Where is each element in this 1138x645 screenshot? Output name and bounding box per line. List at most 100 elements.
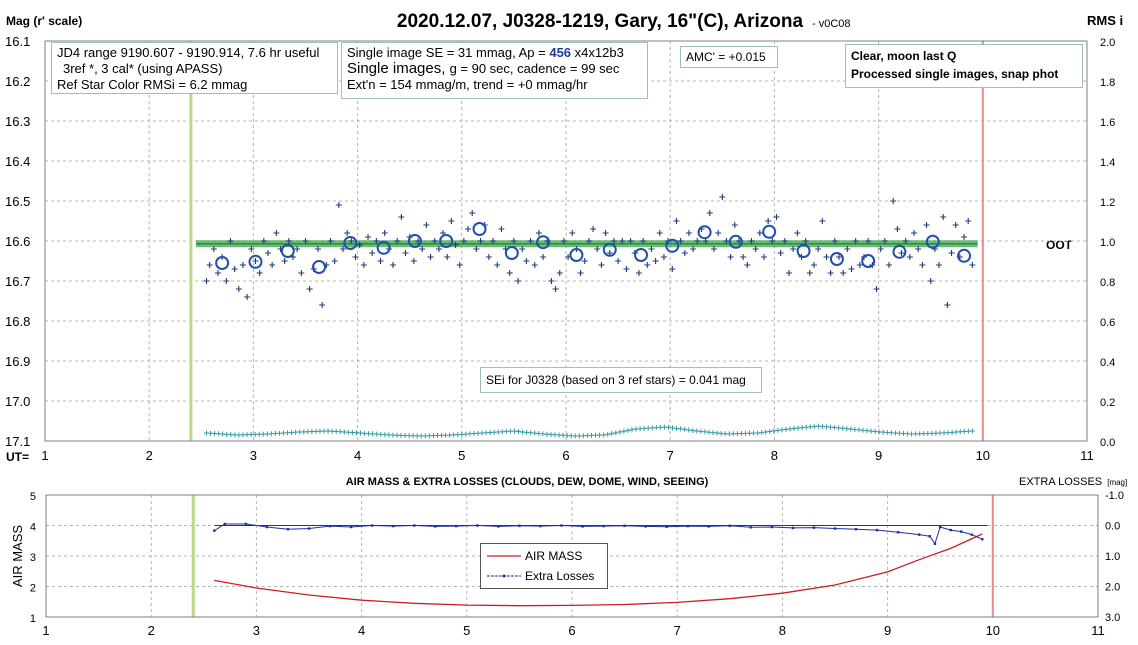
single-image-point bbox=[319, 302, 326, 308]
single-image-point bbox=[848, 266, 855, 272]
bottom-x-tick-label: 9 bbox=[884, 623, 891, 638]
extra-losses-point bbox=[854, 527, 858, 531]
single-image-point bbox=[239, 262, 246, 268]
rms-point bbox=[678, 426, 684, 432]
rms-point bbox=[674, 425, 680, 431]
single-image-point bbox=[294, 246, 301, 252]
single-image-point bbox=[548, 278, 555, 284]
rms-point bbox=[621, 428, 627, 434]
single-image-point bbox=[844, 246, 851, 252]
extra-losses-point bbox=[875, 528, 879, 532]
bottom-y-right-tick-label: 1.0 bbox=[1105, 551, 1120, 563]
single-image-point bbox=[660, 254, 667, 260]
single-image-point bbox=[264, 250, 271, 256]
x-tick-label: 11 bbox=[1080, 448, 1094, 463]
single-image-point bbox=[235, 286, 242, 292]
single-image-point bbox=[456, 262, 463, 268]
left-axis-label: Mag (r' scale) bbox=[6, 14, 82, 28]
single-image-point bbox=[765, 218, 772, 224]
single-image-point bbox=[419, 246, 426, 252]
single-image-point bbox=[210, 246, 217, 252]
extra-losses-point bbox=[223, 522, 227, 526]
single-image-point bbox=[927, 278, 934, 284]
single-image-point bbox=[465, 226, 472, 232]
sei-value: SEi for J0328 (based on 3 ref stars) = 0… bbox=[486, 373, 746, 387]
binned-mean-circles bbox=[215, 222, 972, 274]
binned-mean-circle bbox=[796, 244, 811, 258]
y-right-tick-label: 0.4 bbox=[1100, 357, 1115, 369]
extra-losses-point bbox=[307, 527, 311, 530]
rms-point bbox=[759, 430, 765, 436]
extra-losses-point bbox=[602, 524, 605, 528]
binned-mean-circle bbox=[829, 252, 844, 266]
single-image-point bbox=[402, 250, 409, 256]
binned-mean-circle bbox=[472, 222, 487, 236]
single-image-point bbox=[906, 254, 913, 260]
single-image-point bbox=[648, 246, 655, 252]
binned-mean-circle bbox=[925, 234, 940, 249]
amc-box: AMC' = +0.015 bbox=[680, 46, 778, 68]
binned-mean-circle bbox=[248, 254, 263, 269]
y-right-tick-label: 1.2 bbox=[1100, 197, 1115, 209]
single-image-point bbox=[731, 222, 738, 228]
binned-mean-circle bbox=[665, 238, 680, 253]
extra-losses-point bbox=[539, 524, 542, 528]
single-image-point bbox=[852, 238, 859, 244]
single-image-point bbox=[669, 266, 676, 272]
binned-mean-circle bbox=[697, 225, 712, 240]
single-image-point bbox=[560, 238, 567, 244]
range-line: JD4 range 9190.607 - 9190.914, 7.6 hr us… bbox=[57, 45, 320, 60]
y-left-tick-label: 16.3 bbox=[5, 114, 30, 129]
single-image-point bbox=[444, 254, 451, 260]
single-image-point bbox=[969, 262, 976, 268]
y-left-tick-label: 17.0 bbox=[5, 394, 30, 409]
extra-losses-point bbox=[244, 522, 248, 526]
y-right-tick-label: 1.4 bbox=[1100, 157, 1115, 169]
single-image-point bbox=[656, 230, 663, 236]
bottom-y-right-tick-label: -1.0 bbox=[1105, 490, 1124, 502]
single-image-point bbox=[231, 266, 238, 272]
single-image-point bbox=[886, 262, 893, 268]
extra-losses-point bbox=[917, 533, 921, 536]
extra-losses-point bbox=[265, 525, 269, 529]
single-image-point bbox=[681, 250, 688, 256]
binned-mean-circle bbox=[892, 244, 907, 259]
info-box-range: JD4 range 9190.607 - 9190.914, 7.6 hr us… bbox=[51, 42, 338, 94]
single-image-point bbox=[635, 270, 642, 276]
single-image-point bbox=[252, 258, 259, 264]
extra-losses-point bbox=[770, 525, 774, 529]
single-image-point bbox=[552, 286, 559, 292]
single-image-point bbox=[506, 270, 513, 276]
single-image-point bbox=[627, 238, 634, 244]
single-image-point bbox=[523, 258, 530, 264]
single-image-point bbox=[348, 238, 355, 244]
single-image-point bbox=[652, 258, 659, 264]
aperture-suffix: x4x12b3 bbox=[571, 45, 624, 60]
bottom-ticks: 1 2 3 4 5 6 7 8 9 10 11 5 4 3 2 1 -1.0 0.0 1.0 2.0 3.0 bbox=[30, 490, 1124, 638]
single-image-point bbox=[756, 230, 763, 236]
bottom-chart-title: AIR MASS & EXTRA LOSSES (CLOUDS, DEW, DO… bbox=[346, 476, 709, 488]
single-image-point bbox=[577, 270, 584, 276]
single-image-point bbox=[940, 214, 947, 220]
extra-legend-line bbox=[487, 574, 521, 578]
binned-mean-circle bbox=[602, 242, 617, 257]
single-image-point bbox=[477, 238, 484, 244]
binned-mean-circle bbox=[215, 256, 230, 270]
rms-point bbox=[767, 428, 773, 434]
binned-mean-circle bbox=[407, 234, 422, 248]
y-left-tick-label: 16.2 bbox=[5, 74, 30, 89]
bottom-y-right-tick-label: 3.0 bbox=[1105, 612, 1120, 624]
sei-box: SEi for J0328 (based on 3 ref stars) = 0… bbox=[480, 367, 762, 393]
single-image-point bbox=[881, 238, 888, 244]
bottom-markers bbox=[191, 495, 994, 617]
extra-losses-line bbox=[214, 523, 983, 545]
y-right-tick-label: 0.6 bbox=[1100, 317, 1115, 329]
single-image-point bbox=[498, 226, 505, 232]
binned-mean-circle bbox=[569, 248, 584, 262]
single-image-point bbox=[360, 262, 367, 268]
extra-losses-label: EXTRA LOSSES bbox=[1019, 476, 1102, 488]
y-left-tick-label: 16.5 bbox=[5, 194, 30, 209]
single-image-point bbox=[623, 266, 630, 272]
extra-losses-point bbox=[749, 526, 753, 529]
single-image-point bbox=[227, 238, 234, 244]
